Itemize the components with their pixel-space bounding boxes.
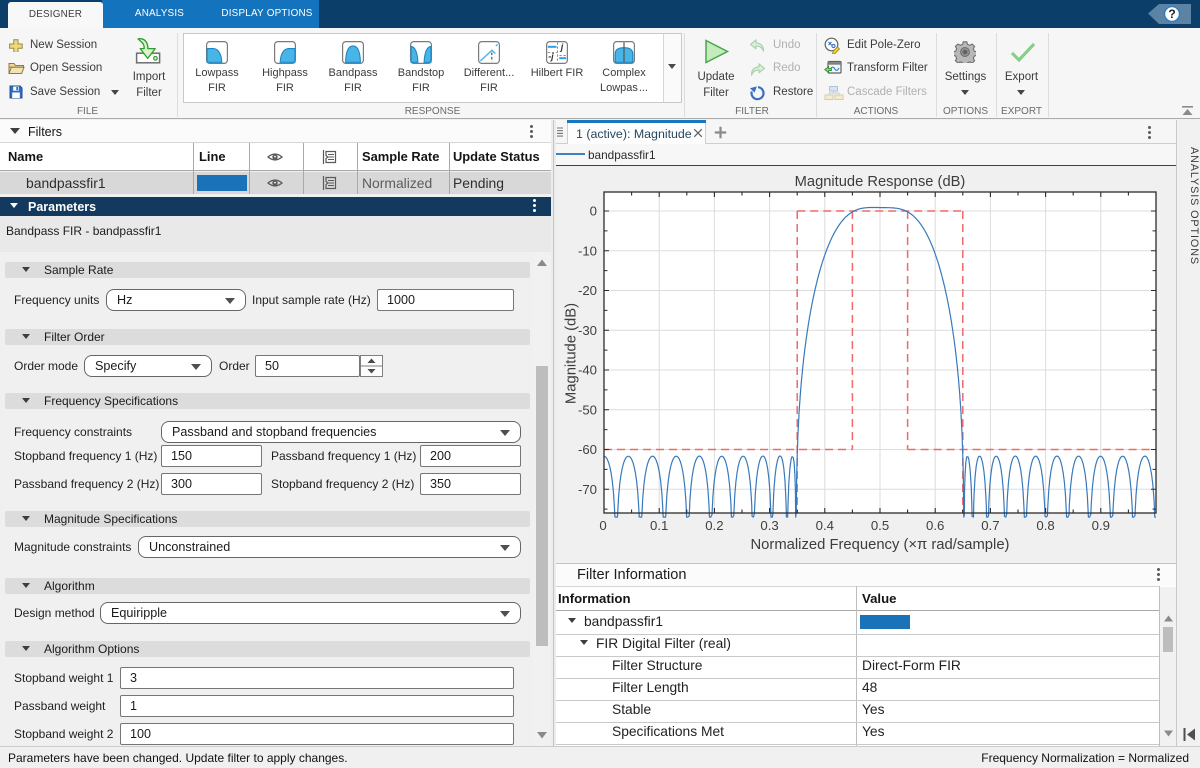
- svg-text:0.1: 0.1: [650, 518, 668, 533]
- svg-text:Normalized Frequency (×π rad/s: Normalized Frequency (×π rad/sample): [751, 537, 1010, 553]
- svg-text:-40: -40: [578, 363, 597, 378]
- svg-text:0.2: 0.2: [705, 518, 723, 533]
- svg-text:-50: -50: [578, 402, 597, 417]
- svg-text:Magnitude Response (dB): Magnitude Response (dB): [795, 174, 966, 190]
- svg-text:-30: -30: [578, 323, 597, 338]
- svg-text:-20: -20: [578, 283, 597, 298]
- svg-text:0: 0: [590, 204, 597, 219]
- svg-text:0.7: 0.7: [981, 518, 999, 533]
- svg-text:j: j: [560, 42, 564, 52]
- svg-text:-j: -j: [548, 51, 554, 61]
- svg-text:-60: -60: [578, 442, 597, 457]
- svg-text:0.4: 0.4: [816, 518, 834, 533]
- svg-text:-70: -70: [578, 482, 597, 497]
- svg-text:0.9: 0.9: [1092, 518, 1110, 533]
- svg-text:0.3: 0.3: [760, 518, 778, 533]
- svg-text:0.6: 0.6: [926, 518, 944, 533]
- svg-text:-10: -10: [578, 243, 597, 258]
- svg-text:0: 0: [599, 518, 606, 533]
- svg-text:Magnitude (dB): Magnitude (dB): [564, 303, 580, 404]
- svg-text:0.5: 0.5: [871, 518, 889, 533]
- svg-text:0.8: 0.8: [1036, 518, 1054, 533]
- svg-text:?: ?: [1168, 7, 1175, 21]
